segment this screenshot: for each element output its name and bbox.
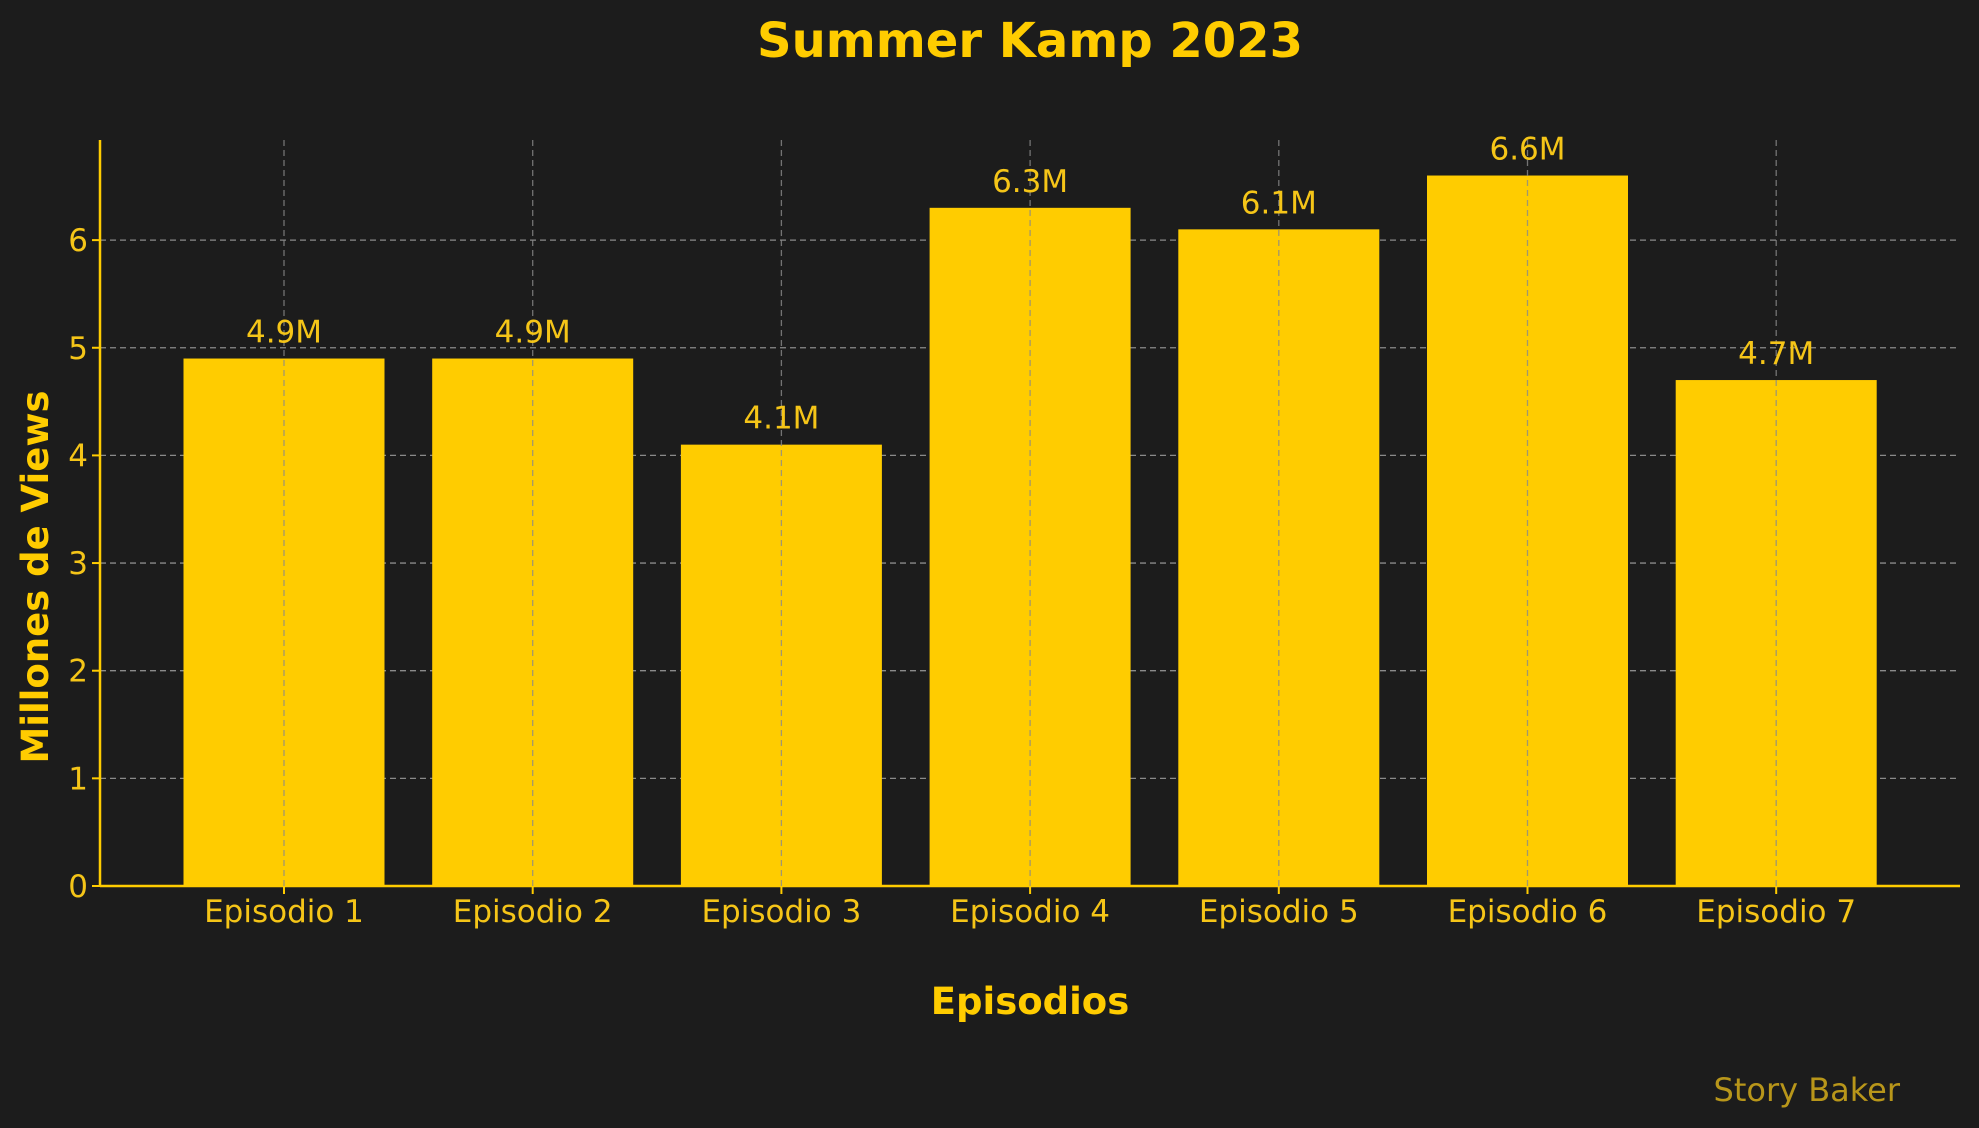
y-tick-label: 2 <box>68 654 88 690</box>
bar-value-labels: 4.9M 4.9M 4.1M 6.3M 6.1M 6.6M 4.7M <box>246 132 1814 886</box>
bar-value-label: 6.3M <box>992 164 1068 200</box>
x-tick-label: Episodio 7 <box>1696 894 1856 930</box>
y-axis-title: Millones de Views <box>14 390 57 763</box>
bar-value-label: 6.1M <box>1241 185 1317 221</box>
y-tick-label: 3 <box>68 546 88 582</box>
x-tick-label: Episodio 3 <box>701 894 861 930</box>
bar <box>1178 229 1380 886</box>
x-tick-label: Episodio 6 <box>1448 894 1608 930</box>
y-tick-label: 1 <box>68 761 88 797</box>
y-tick-label: 0 <box>68 869 88 905</box>
x-tick-label: Episodio 1 <box>204 894 364 930</box>
x-tick-label: Episodio 4 <box>950 894 1110 930</box>
y-tick-label: 4 <box>68 438 88 474</box>
tick-labels: 0 1 2 3 4 5 6 Episodio 1 Episodio 2 Episodio 3 Epi… <box>68 223 1856 930</box>
watermark: Story Baker <box>1714 1071 1901 1109</box>
x-axis-title: Episodios <box>931 980 1130 1023</box>
bar-value-label: 4.9M <box>495 315 571 351</box>
x-tick-label: Episodio 5 <box>1199 894 1359 930</box>
x-tick-label: Episodio 2 <box>453 894 613 930</box>
bar-value-label: 6.6M <box>1489 132 1565 168</box>
bar-value-label: 4.7M <box>1738 336 1814 372</box>
bar-value-label: 4.9M <box>246 315 322 351</box>
y-tick-label: 5 <box>68 331 88 367</box>
bar-value-label: 4.1M <box>743 401 819 437</box>
y-tick-label: 6 <box>68 223 88 259</box>
chart-title: Summer Kamp 2023 <box>757 13 1303 69</box>
